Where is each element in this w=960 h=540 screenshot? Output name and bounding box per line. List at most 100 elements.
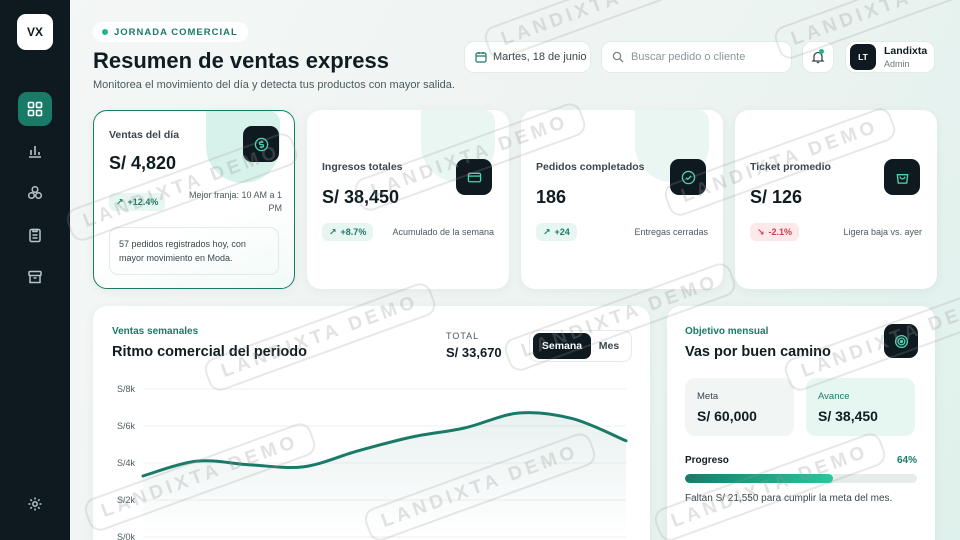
search-input[interactable]: Buscar pedido o cliente bbox=[601, 41, 792, 73]
stat-note: Entregas cerradas bbox=[634, 227, 708, 237]
avatar: LT bbox=[850, 44, 876, 70]
avance-value: S/ 38,450 bbox=[818, 408, 878, 424]
trend-up-icon: ↗ bbox=[329, 226, 337, 237]
stat-card-ticket[interactable]: Ticket promedio S/ 126 ↘ -2.1% Ligera ba… bbox=[735, 110, 937, 289]
goal-title: Vas por buen camino bbox=[685, 344, 831, 360]
chart-title: Ritmo comercial del periodo bbox=[112, 344, 307, 360]
card-icon-box bbox=[456, 159, 492, 195]
date-picker[interactable]: Martes, 18 de junio bbox=[464, 41, 591, 73]
settings-button[interactable] bbox=[17, 486, 53, 522]
meta-box: Meta S/ 60,000 bbox=[685, 378, 794, 436]
grid-icon bbox=[27, 101, 43, 117]
calendar-icon bbox=[475, 52, 487, 63]
stat-value: 186 bbox=[536, 187, 567, 207]
trend-value: +12.4% bbox=[127, 197, 159, 207]
avance-box: Avance S/ 38,450 bbox=[806, 378, 915, 436]
period-toggle: Semana Mes bbox=[529, 330, 632, 362]
series-line bbox=[141, 411, 628, 478]
chart-kicker: Ventas semanales bbox=[112, 326, 199, 337]
stat-note: Ligera baja vs. ayer bbox=[843, 227, 922, 237]
monthly-goal-card: Objetivo mensual Vas por buen camino Met… bbox=[667, 306, 935, 540]
notification-dot bbox=[819, 49, 824, 54]
date-label: Martes, 18 de junio bbox=[493, 51, 587, 63]
sidebar-item-reports[interactable] bbox=[18, 134, 52, 168]
trend-value: +8.7% bbox=[340, 227, 367, 237]
bag-icon-box bbox=[884, 159, 920, 195]
app-logo[interactable]: VX bbox=[17, 14, 53, 50]
total-label: TOTAL bbox=[446, 331, 480, 341]
trend-up-icon: ↗ bbox=[116, 196, 124, 207]
line-chart: S/8k S/6k S/4k S/2k S/0k bbox=[117, 384, 628, 540]
trend-badge: ↗ +12.4% bbox=[109, 193, 166, 211]
search-icon bbox=[612, 51, 624, 63]
goal-kicker: Objetivo mensual bbox=[685, 326, 769, 337]
notifications-button[interactable] bbox=[802, 41, 834, 73]
stat-card-pedidos[interactable]: Pedidos completados 186 ↗ +24 Entregas c… bbox=[521, 110, 723, 289]
progress-track bbox=[685, 474, 917, 483]
user-name: Landixta bbox=[884, 45, 928, 57]
sidebar-nav bbox=[18, 92, 52, 294]
weekly-sales-card: Ventas semanales Ritmo comercial del per… bbox=[93, 306, 650, 540]
sidebar-item-dashboard[interactable] bbox=[18, 92, 52, 126]
card-icon bbox=[467, 172, 481, 182]
meta-label: Meta bbox=[697, 391, 719, 402]
clipboard-icon bbox=[29, 228, 41, 243]
gear-icon bbox=[28, 497, 42, 511]
stat-label: Ticket promedio bbox=[750, 161, 831, 173]
stat-value: S/ 126 bbox=[750, 187, 803, 207]
dollar-icon bbox=[254, 137, 268, 151]
stat-value: S/ 4,820 bbox=[109, 153, 177, 173]
y-tick-label: S/0k bbox=[117, 532, 136, 540]
dollar-icon-box bbox=[243, 126, 279, 162]
search-placeholder: Buscar pedido o cliente bbox=[631, 51, 746, 63]
stat-card-ingresos[interactable]: Ingresos totales S/ 38,450 ↗ +8.7% Acumu… bbox=[307, 110, 509, 289]
check-icon-box bbox=[670, 159, 706, 195]
meta-value: S/ 60,000 bbox=[697, 408, 757, 424]
y-tick-label: S/8k bbox=[117, 384, 136, 394]
status-dot bbox=[102, 29, 108, 35]
page-title: Resumen de ventas express bbox=[93, 48, 389, 73]
progress-percent: 64% bbox=[896, 455, 917, 466]
page-subtitle: Monitorea el movimiento del día y detect… bbox=[93, 79, 455, 91]
stat-note: Acumulado de la semana bbox=[392, 227, 494, 237]
stat-label: Pedidos completados bbox=[536, 161, 645, 173]
sidebar-item-products[interactable] bbox=[18, 176, 52, 210]
trend-value: -2.1% bbox=[768, 227, 793, 237]
progress-label: Progreso bbox=[685, 455, 729, 466]
avance-label: Avance bbox=[818, 391, 850, 402]
trend-badge: ↘ -2.1% bbox=[750, 223, 800, 241]
stat-info-box: 57 pedidos registrados hoy, con mayor mo… bbox=[109, 227, 279, 275]
trend-badge: ↗ +8.7% bbox=[322, 223, 374, 241]
stat-label: Ingresos totales bbox=[322, 161, 403, 173]
bar-chart-icon bbox=[29, 146, 41, 158]
user-info: Landixta Admin bbox=[884, 45, 927, 69]
stat-label: Ventas del día bbox=[109, 129, 180, 141]
progress-fill bbox=[685, 474, 834, 483]
sidebar-item-orders[interactable] bbox=[18, 218, 52, 252]
progress-note: Faltan S/ 21,550 para cumplir la meta de… bbox=[685, 493, 893, 504]
trend-up-icon: ↗ bbox=[543, 226, 551, 237]
y-tick-label: S/2k bbox=[117, 495, 136, 505]
goal-icon-box bbox=[884, 324, 918, 358]
stat-note: Mejor franja: 10 AM a 1 PM bbox=[188, 190, 282, 213]
toggle-mes[interactable]: Mes bbox=[598, 340, 620, 352]
trend-badge: ↗ +24 bbox=[536, 223, 577, 241]
archive-icon bbox=[28, 270, 42, 284]
toggle-semana[interactable]: Semana bbox=[533, 333, 591, 359]
chip-label: JORNADA COMERCIAL bbox=[114, 26, 238, 38]
user-role: Admin bbox=[884, 59, 910, 69]
boxes-icon bbox=[27, 185, 43, 200]
sidebar-item-inventory[interactable] bbox=[18, 260, 52, 294]
section-chip: JORNADA COMERCIAL bbox=[93, 22, 248, 42]
bag-icon bbox=[896, 173, 908, 184]
stat-card-ventas-dia[interactable]: Ventas del día S/ 4,820 ↗ +12.4% Mejor f… bbox=[93, 110, 295, 289]
trend-value: +24 bbox=[554, 227, 570, 237]
user-menu[interactable]: LT Landixta Admin bbox=[845, 41, 935, 73]
sidebar: VX bbox=[0, 0, 70, 540]
stat-value: S/ 38,450 bbox=[322, 187, 400, 207]
y-tick-label: S/4k bbox=[117, 458, 136, 468]
trend-down-icon: ↘ bbox=[757, 226, 765, 237]
series-area bbox=[143, 412, 626, 537]
total-value: S/ 33,670 bbox=[446, 345, 502, 360]
check-circle-icon bbox=[681, 170, 695, 184]
